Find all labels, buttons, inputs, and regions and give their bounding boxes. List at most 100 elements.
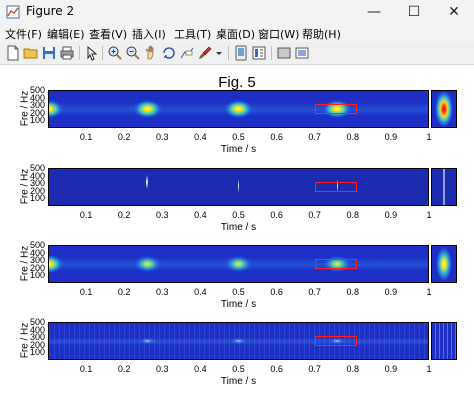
y-tick-label: 500	[29, 317, 45, 327]
zoom-out-icon[interactable]	[125, 45, 141, 61]
x-tick-label: 0.6	[270, 132, 283, 142]
minimize-button[interactable]: —	[367, 4, 381, 20]
x-tick-label: 0.4	[194, 364, 207, 374]
toolbar-separator	[79, 46, 80, 60]
x-tick-label: 0.2	[117, 287, 131, 297]
toolbar-separator	[228, 46, 229, 60]
x-tick-label: 0.3	[156, 287, 169, 297]
x-tick-label: 0.2	[117, 210, 131, 220]
zoom-inset-2[interactable]	[431, 168, 457, 206]
spectrogram-line	[237, 178, 239, 193]
menu-view[interactable]: 查看(V)	[89, 28, 128, 41]
brush-icon[interactable]	[197, 45, 213, 61]
x-tick-label: 0.4	[194, 210, 207, 220]
save-icon[interactable]	[41, 45, 57, 61]
menu-window[interactable]: 窗口(W)	[258, 28, 300, 41]
y-tick-label: 500	[29, 163, 45, 173]
x-tick-label: 0.9	[384, 210, 398, 220]
pan-icon[interactable]	[143, 45, 159, 61]
y-tick-label: 100	[29, 347, 45, 358]
y-tick-label: 200	[29, 185, 45, 196]
zoom-in-icon[interactable]	[107, 45, 123, 61]
x-tick-label: 0.3	[156, 364, 169, 374]
x-tick-label: 1	[426, 364, 432, 374]
figure-toolbar	[0, 42, 474, 65]
maximize-button[interactable]: ☐	[407, 4, 421, 20]
watermark-text-secondary: CSDN @荔枝科研社	[392, 408, 456, 415]
matlab-figure-icon	[6, 5, 20, 19]
menu-desktop[interactable]: 桌面(D)	[216, 28, 256, 41]
x-tick-label: 0.8	[346, 287, 360, 297]
window-title: Figure 2	[26, 4, 75, 18]
x-tick-label: 0.1	[79, 210, 93, 220]
y-tick-label: 300	[29, 178, 45, 189]
x-tick-label: 0.4	[194, 132, 207, 142]
x-tick-label: 0.8	[346, 210, 360, 220]
y-tick-label: 100	[29, 193, 45, 204]
new-figure-icon[interactable]	[5, 45, 21, 61]
data-cursor-icon[interactable]	[179, 45, 195, 61]
x-axis-label: Time / s	[220, 299, 257, 310]
menu-file[interactable]: 文件(F)	[5, 28, 42, 41]
y-tick-label: 400	[29, 247, 45, 258]
y-tick-label: 400	[29, 92, 45, 103]
spectrogram-line	[146, 174, 148, 189]
hide-plot-tools-icon[interactable]	[276, 45, 292, 61]
x-tick-label: 1	[426, 287, 432, 297]
toolbar-separator	[102, 46, 103, 60]
y-tick-label: 400	[29, 324, 45, 335]
y-tick-label: 400	[29, 170, 45, 181]
open-file-icon[interactable]	[23, 45, 39, 61]
x-tick-label: 0.6	[270, 364, 283, 374]
zoom-inset-3[interactable]	[431, 245, 457, 283]
close-button[interactable]: ✕	[448, 4, 460, 20]
x-tick-label: 0.5	[232, 132, 245, 142]
highlight-box	[314, 336, 357, 346]
zoom-inset-4[interactable]	[431, 322, 457, 360]
x-tick-label: 0.1	[79, 132, 93, 142]
x-tick-label: 0.8	[346, 364, 360, 374]
spectrogram-panel-4[interactable]	[48, 322, 429, 360]
menu-insert[interactable]: 插入(I)	[132, 28, 166, 41]
menu-edit[interactable]: 编辑(E)	[47, 28, 85, 41]
menu-help[interactable]: 帮助(H)	[302, 28, 341, 41]
print-icon[interactable]	[59, 45, 75, 61]
spectrogram-panel-1[interactable]	[48, 90, 429, 128]
window-titlebar: Figure 2 — ☐ ✕	[0, 0, 474, 24]
spectrogram-line	[336, 178, 339, 193]
menu-bar: 文件(F) 编辑(E) 查看(V) 插入(I) 工具(T) 桌面(D) 窗口(W…	[0, 24, 474, 42]
x-tick-label: 0.5	[232, 210, 245, 220]
y-tick-label: 200	[29, 339, 45, 350]
x-tick-label: 0.1	[79, 364, 93, 374]
y-tick-label: 200	[29, 262, 45, 273]
y-tick-label: 200	[29, 107, 45, 118]
show-plot-tools-icon[interactable]	[294, 45, 310, 61]
pointer-icon[interactable]	[84, 45, 100, 61]
x-tick-label: 0.6	[270, 210, 283, 220]
zoom-inset-1[interactable]	[431, 90, 457, 128]
x-tick-label: 1	[426, 132, 432, 142]
x-tick-label: 0.7	[308, 364, 321, 374]
link-plot-icon[interactable]	[233, 45, 249, 61]
x-tick-label: 0.9	[384, 287, 398, 297]
spectrogram-panel-3[interactable]	[48, 245, 429, 283]
x-tick-label: 0.7	[308, 287, 321, 297]
y-tick-label: 300	[29, 332, 45, 343]
y-tick-label: 100	[29, 270, 45, 281]
y-tick-label: 300	[29, 255, 45, 266]
x-tick-label: 0.2	[117, 364, 131, 374]
highlight-box	[314, 104, 357, 114]
highlight-box	[314, 259, 357, 269]
x-tick-label: 0.9	[384, 132, 398, 142]
y-tick-label: 500	[29, 85, 45, 95]
highlight-box	[314, 182, 357, 192]
x-tick-label: 0.3	[156, 210, 169, 220]
x-tick-label: 0.6	[270, 287, 283, 297]
x-tick-label: 0.8	[346, 132, 360, 142]
rotate-3d-icon[interactable]	[161, 45, 177, 61]
menu-tools[interactable]: 工具(T)	[174, 28, 212, 41]
insert-colorbar-icon[interactable]	[251, 45, 267, 61]
x-tick-label: 0.9	[384, 364, 398, 374]
x-tick-label: 0.2	[117, 132, 131, 142]
brush-dropdown-icon[interactable]	[214, 45, 224, 61]
